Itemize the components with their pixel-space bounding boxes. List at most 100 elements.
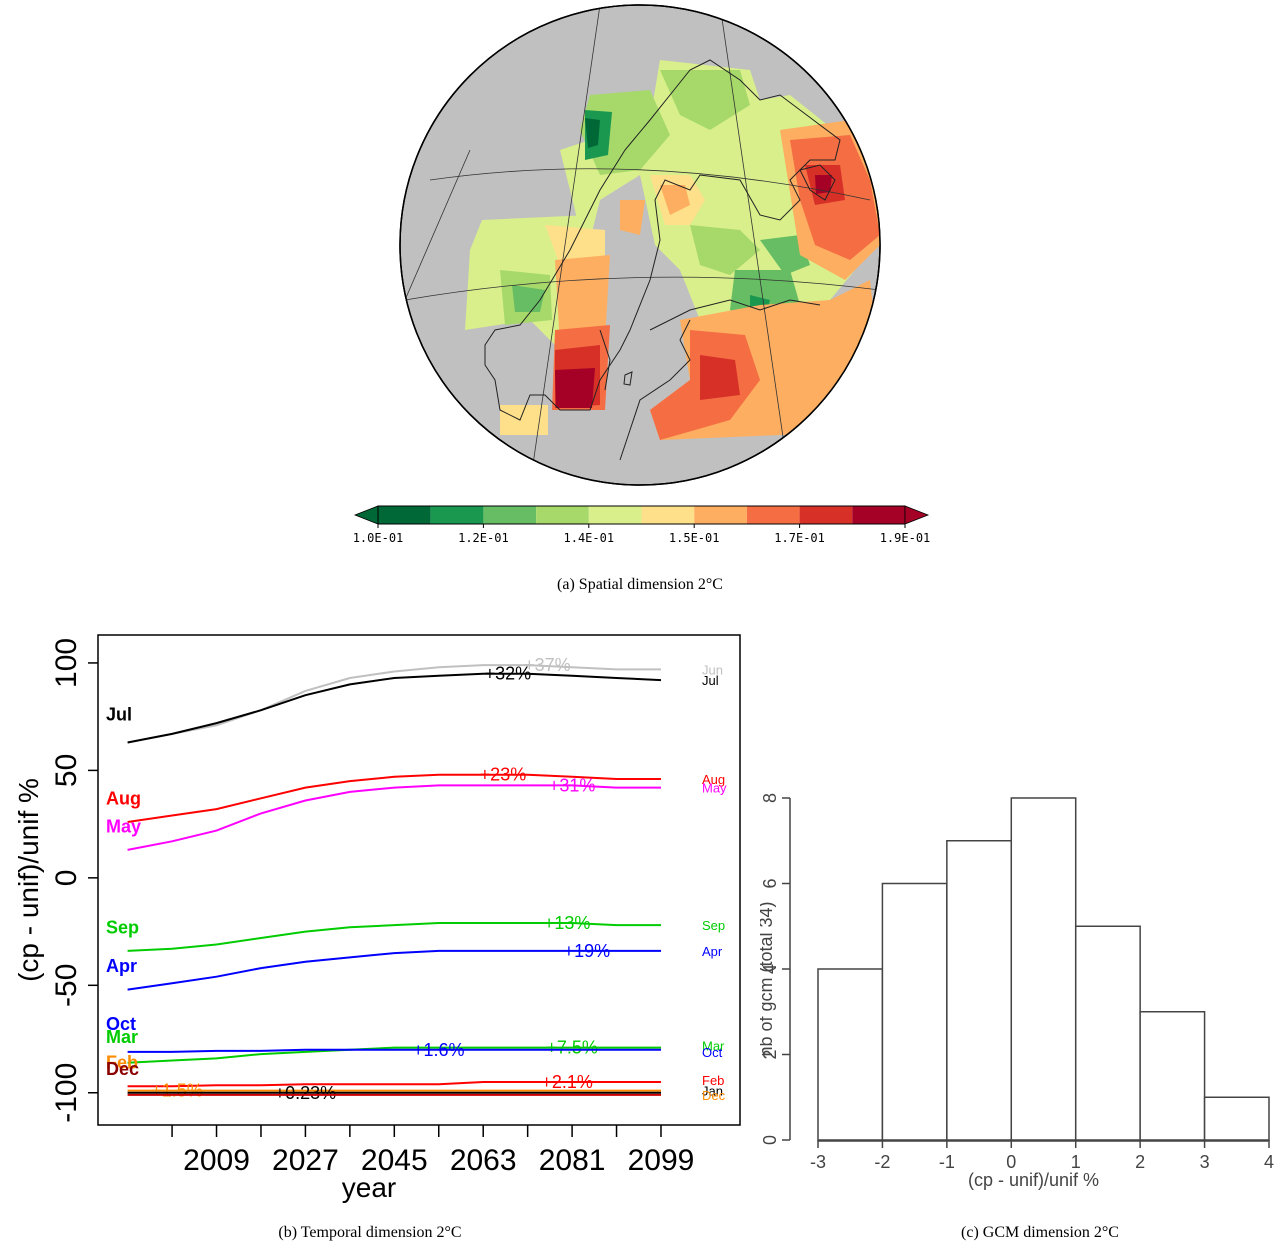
- spatial-map-panel: 1.0E-01 1.2E-01 1.4E-01 1.5E-01 1.7E-01 1.9E-…: [0, 0, 1279, 600]
- colorbar-tick-label: 1.4E-01: [564, 531, 615, 545]
- colorbar-swatch: [588, 506, 642, 524]
- x-tick-label: 2099: [628, 1144, 695, 1177]
- series-end-label: Apr: [702, 944, 723, 959]
- colorbar-swatch: [378, 506, 431, 524]
- series-annotation: +31%: [549, 775, 596, 795]
- series-line-jul: [127, 672, 662, 744]
- series-start-label: Feb: [106, 1053, 138, 1073]
- series-end-label: Sep: [702, 918, 725, 933]
- x-axis-label: year: [342, 1172, 396, 1203]
- histogram-bar: [1139, 1011, 1206, 1141]
- colorbar-low-arrow: [353, 505, 379, 525]
- series-annotation: +2.1%: [541, 1072, 593, 1092]
- x-tick-label: 2009: [183, 1144, 250, 1177]
- histogram-bar: [817, 968, 884, 1141]
- series-start-label: May: [106, 816, 141, 836]
- y-tick-label: 8: [760, 793, 780, 803]
- caption-a: (a) Spatial dimension 2°C: [557, 576, 723, 593]
- colorbar-tick-label: 1.7E-01: [774, 531, 825, 545]
- x-tick-label: 2045: [361, 1144, 428, 1177]
- colorbar-high-arrow: [904, 505, 930, 525]
- temporal-chart-panel: 100 50 0 -50 -100 2009 2027 2045 2063 2081 2099 yea…: [0, 615, 760, 1215]
- histogram-bar: [1203, 1096, 1270, 1141]
- series-annotation: +37%: [524, 655, 571, 675]
- x-tick-label: 1: [1071, 1152, 1081, 1172]
- x-tick-label: 2027: [272, 1144, 339, 1177]
- series-start-label: Apr: [106, 956, 137, 976]
- series-end-label: Oct: [702, 1045, 723, 1060]
- series-start-label: Sep: [106, 917, 139, 937]
- temporal-line-chart: 100 50 0 -50 -100 2009 2027 2045 2063 2081 2099 yea…: [13, 634, 741, 1203]
- series-line-may: [127, 784, 661, 851]
- colorbar-swatch: [483, 506, 537, 524]
- series-annotation: +1.5%: [151, 1081, 203, 1101]
- colorbar-swatch: [536, 506, 589, 524]
- colorbar-swatch: [799, 506, 853, 524]
- series-annotation: +0.23%: [275, 1083, 337, 1103]
- y-tick-label: 6: [760, 878, 780, 888]
- series-start-label: Mar: [106, 1027, 138, 1047]
- series-end-label: Jun: [702, 662, 723, 677]
- colorbar-tick-label: 1.0E-01: [353, 531, 404, 545]
- series-end-label: May: [702, 781, 727, 796]
- series-annotation: +7.5%: [546, 1038, 598, 1058]
- colorbar-swatch: [746, 506, 800, 524]
- series-end-label: Mar: [702, 1038, 725, 1053]
- histogram-bar: [946, 840, 1013, 1141]
- x-tick-label: 2: [1135, 1152, 1145, 1172]
- series-line-mar: [127, 1046, 661, 1064]
- series-line-jun: [127, 664, 661, 744]
- colorbar-tick-label: 1.9E-01: [880, 531, 931, 545]
- y-axis-label: (cp - unif)/unif %: [13, 778, 44, 982]
- series-line-aug: [127, 773, 661, 823]
- colorbar-tick-label: 1.5E-01: [669, 531, 720, 545]
- histogram-bar: [881, 882, 948, 1141]
- series-line-feb: [127, 1081, 661, 1088]
- y-tick-label: 0: [50, 870, 83, 887]
- colorbar-swatch: [430, 506, 484, 524]
- series-annotation: +23%: [480, 765, 527, 785]
- series-end-label: Dec: [702, 1088, 726, 1103]
- series-annotation: +1.6%: [413, 1040, 465, 1060]
- x-tick-label: 3: [1200, 1152, 1210, 1172]
- colorbar-swatch: [852, 506, 905, 524]
- series-annotation: +32%: [485, 664, 532, 684]
- y-tick-label: 4: [760, 964, 780, 974]
- series-end-label: Feb: [702, 1073, 724, 1088]
- histogram-bar: [1074, 925, 1141, 1141]
- plot-frame: [97, 634, 741, 1126]
- series-end-label: Aug: [702, 772, 725, 787]
- y-axis-label: nb of gcm (total 34): [760, 901, 776, 1056]
- colorbar: 1.0E-01 1.2E-01 1.4E-01 1.5E-01 1.7E-01 1.9E-…: [353, 505, 931, 545]
- y-tick-label: 2: [760, 1049, 780, 1059]
- series-line-sep: [127, 922, 661, 952]
- colorbar-tick-label: 1.2E-01: [458, 531, 509, 545]
- colorbar-swatch: [641, 506, 695, 524]
- x-tick-label: 0: [1006, 1152, 1016, 1172]
- series-annotation: +13%: [544, 913, 591, 933]
- series-start-label: Jul: [106, 705, 132, 725]
- map-field: [404, 5, 880, 485]
- x-tick-label: 2081: [539, 1144, 606, 1177]
- x-axis-label: (cp - unif)/unif %: [968, 1170, 1099, 1190]
- series-start-label: Dec: [106, 1059, 139, 1079]
- colorbar-swatch: [694, 506, 747, 524]
- x-tick-label: -2: [874, 1152, 890, 1172]
- y-tick-label: -100: [50, 1063, 83, 1123]
- histogram-bar: [1010, 797, 1077, 1141]
- x-tick-label: -1: [939, 1152, 955, 1172]
- x-tick-label: 2063: [450, 1144, 517, 1177]
- series-line-oct: [127, 1048, 661, 1053]
- series-end-label: Jan: [702, 1084, 723, 1099]
- caption-b: (b) Temporal dimension 2°C: [278, 1224, 462, 1241]
- y-tick-label: -50: [50, 964, 83, 1007]
- gcm-histogram-panel: -3 -2 -1 0 1 2 3 4 (cp - unif)/unif % 0 2 4 6 8 nb of …: [756, 760, 1279, 1220]
- series-start-label: Aug: [106, 788, 141, 808]
- series-line-apr: [127, 949, 661, 991]
- x-tick-label: -3: [810, 1152, 826, 1172]
- y-tick-label: 100: [50, 638, 83, 688]
- series-annotation: +19%: [564, 941, 611, 961]
- x-tick-label: 4: [1264, 1152, 1274, 1172]
- spatial-map: 1.0E-01 1.2E-01 1.4E-01 1.5E-01 1.7E-01 1.9E-…: [353, 4, 931, 545]
